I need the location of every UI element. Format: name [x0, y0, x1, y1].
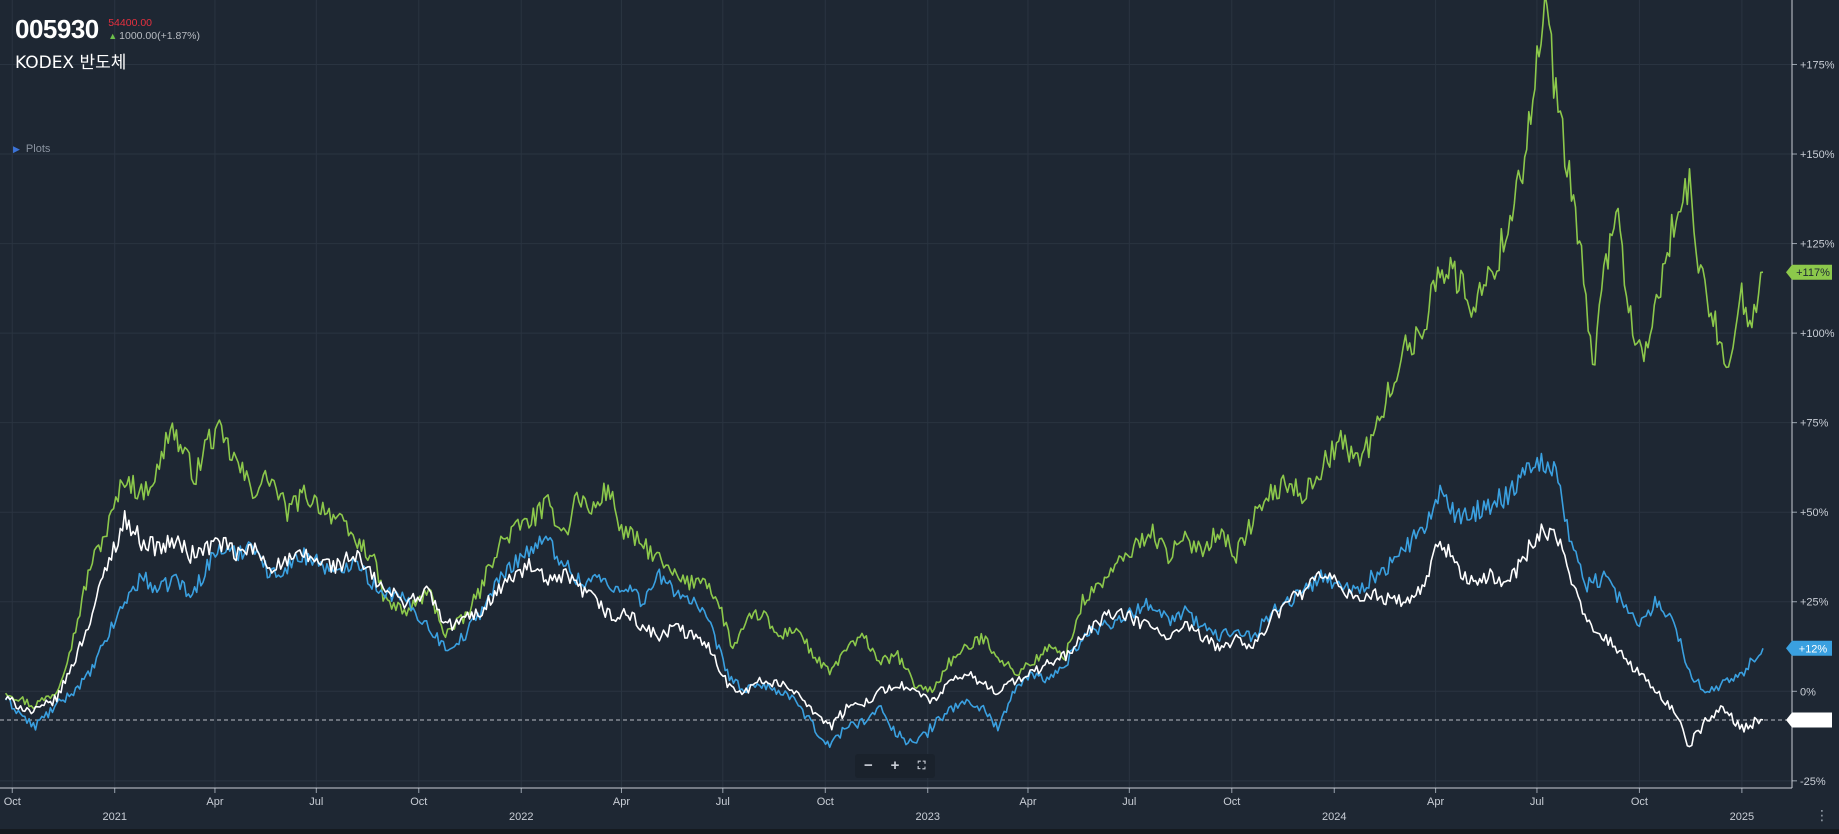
x-month-label: Apr — [206, 796, 223, 808]
series-line-white — [4, 510, 1764, 748]
y-tick-label: +100% — [1800, 328, 1835, 340]
x-month-label: Oct — [817, 796, 834, 808]
last-value-tag-label: -8% — [1803, 715, 1823, 727]
instrument-name: KODEX 반도체 — [15, 53, 127, 73]
x-month-label: Apr — [1427, 796, 1444, 808]
plots-label: Plots — [25, 143, 51, 155]
x-month-label: Oct — [1631, 796, 1648, 808]
last-value-tag-bg — [1786, 264, 1832, 280]
quote-block: 54400.00 ▲ 1000.00(+1.87%) — [108, 17, 200, 43]
zoom-controls: − + ⛶ — [855, 754, 935, 778]
last-value-tag-label: +117% — [1796, 267, 1830, 279]
arrow-up-icon: ▲ — [108, 31, 118, 41]
last-value-tag-bg — [1786, 640, 1832, 656]
last-value-tag: +117% — [1786, 264, 1832, 280]
grid-lines — [0, 0, 1792, 788]
x-month-label: Jul — [309, 796, 323, 808]
x-month-label: Apr — [613, 796, 630, 808]
x-month-label: Oct — [410, 796, 427, 808]
y-tick-label: +150% — [1800, 149, 1835, 161]
x-year-label: 2024 — [1322, 811, 1346, 823]
y-tick-label: +50% — [1800, 507, 1829, 519]
y-tick-label: -25% — [1800, 776, 1826, 788]
x-month-label: Jul — [1530, 796, 1544, 808]
y-tick-label: +125% — [1800, 239, 1835, 251]
chart-legend: 005930 54400.00 ▲ 1000.00(+1.87%) KODEX 반… — [15, 14, 200, 73]
x-year-label: 2025 — [1730, 811, 1754, 823]
y-tick-label: 0% — [1800, 686, 1816, 698]
x-month-label: Apr — [1019, 796, 1036, 808]
x-month-label: Oct — [1223, 796, 1240, 808]
last-value-tag-label: +12% — [1799, 643, 1828, 655]
y-tick-label: +175% — [1800, 59, 1835, 71]
last-value-tag-bg — [1786, 712, 1832, 728]
y-tick-label: +75% — [1800, 418, 1829, 430]
x-month-label: Jul — [1122, 796, 1136, 808]
price-change: 1000.00(+1.87%) — [119, 30, 200, 42]
x-year-label: 2022 — [509, 811, 533, 823]
x-month-label: Oct — [4, 796, 21, 808]
y-tick-label: +25% — [1800, 597, 1829, 609]
x-year-label: 2021 — [102, 811, 126, 823]
last-value-tag: -8% — [1786, 712, 1832, 728]
last-price: 54400.00 — [108, 17, 153, 29]
series-line-green — [4, 0, 1764, 710]
zoom-in-button[interactable]: + — [890, 757, 900, 774]
last-value-tag: +12% — [1786, 640, 1832, 656]
zoom-out-button[interactable]: − — [863, 757, 873, 774]
x-month-label: Jul — [716, 796, 730, 808]
plots-toggle[interactable]: ▶ Plots — [13, 143, 50, 155]
series-line-blue — [4, 452, 1764, 749]
ticker-symbol: 005930 — [15, 14, 99, 44]
triangle-right-icon: ▶ — [13, 144, 20, 154]
fullscreen-button[interactable]: ⛶ — [917, 760, 926, 772]
x-year-label: 2023 — [915, 811, 939, 823]
more-options-icon[interactable]: ⋮ — [1815, 807, 1829, 823]
